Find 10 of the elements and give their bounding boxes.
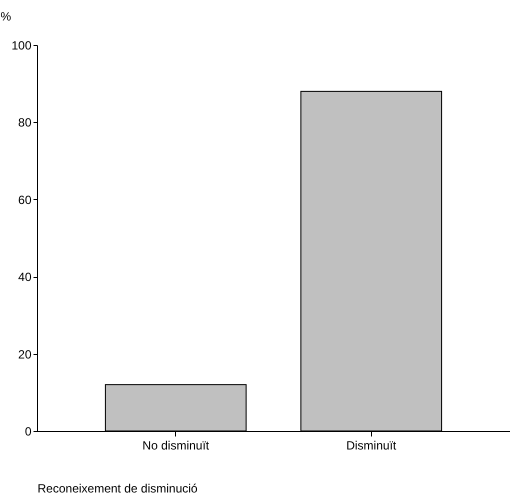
y-tick-label: 100	[11, 38, 32, 52]
y-tick-label: 80	[18, 116, 32, 130]
y-axis-title: %	[0, 10, 12, 24]
x-tick-label: No disminuït	[142, 438, 210, 452]
y-tick-label: 40	[18, 270, 32, 284]
y-tick-label: 0	[24, 424, 32, 438]
x-tick-label: Disminuït	[346, 438, 397, 452]
y-tick-label: 60	[18, 192, 32, 207]
x-axis-title: Reconeixement de disminució	[38, 482, 198, 496]
y-tick-label: 20	[18, 347, 32, 362]
